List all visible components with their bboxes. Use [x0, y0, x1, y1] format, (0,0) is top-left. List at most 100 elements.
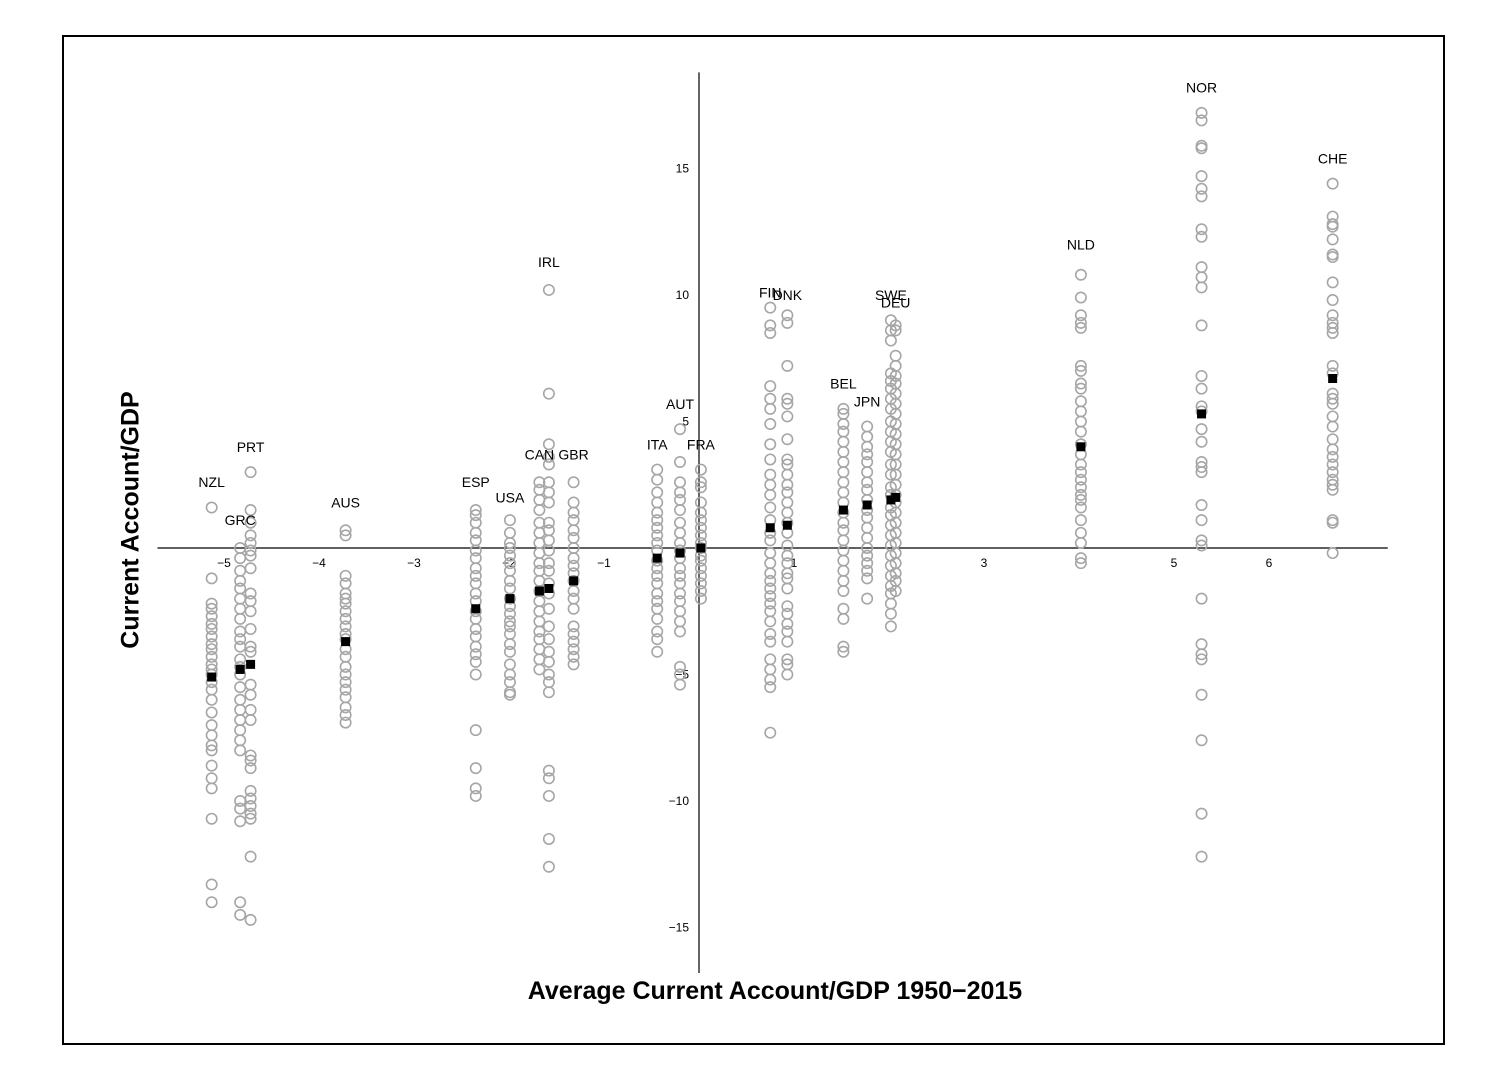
observation-point-fin — [764, 478, 777, 491]
observation-point-ita — [651, 577, 664, 590]
country-label-fra: FRA — [687, 436, 716, 452]
observation-point-dnk — [781, 309, 794, 322]
observation-point-grc — [234, 908, 247, 921]
observation-point-aut — [673, 577, 686, 590]
observation-point-aut — [673, 526, 686, 539]
observation-point-dnk — [781, 653, 794, 666]
observation-point-fin — [764, 605, 777, 618]
observation-point-esp — [469, 526, 482, 539]
observation-point-esp — [469, 552, 482, 565]
observation-point-deu — [889, 359, 902, 372]
observation-point-aus — [339, 701, 352, 714]
observation-point-esp — [469, 544, 482, 557]
observation-point-irl — [542, 544, 555, 557]
x-axis-label: Average Current Account/GDP 1950−2015 — [527, 977, 1023, 1005]
observation-point-nor — [1195, 850, 1208, 863]
country-label-che: CHE — [1318, 150, 1348, 166]
observation-point-aut — [673, 536, 686, 549]
country-label-dnk: DNK — [773, 287, 803, 303]
observation-point-bel — [837, 402, 850, 415]
observation-point-che — [1326, 397, 1339, 410]
observation-point-nor — [1195, 592, 1208, 605]
observation-point-jpn — [861, 531, 874, 544]
observation-point-nor — [1195, 182, 1208, 195]
observation-point-can — [533, 625, 546, 638]
country-label-bel: BEL — [830, 376, 857, 392]
observation-point-esp — [469, 509, 482, 522]
observation-point-jpn — [861, 572, 874, 585]
observation-point-nzl — [205, 622, 218, 635]
observation-point-ita — [651, 612, 664, 625]
observation-point-irl — [542, 645, 555, 658]
observation-point-nld — [1074, 536, 1087, 549]
observation-point-gbr — [567, 524, 580, 537]
observation-point-ita — [651, 595, 664, 608]
observation-point-fin — [764, 488, 777, 501]
observation-point-prt — [244, 850, 257, 863]
observation-point-fin — [764, 567, 777, 580]
observation-point-irl — [542, 832, 555, 845]
observation-point-aus — [339, 597, 352, 610]
observation-point-bel — [837, 585, 850, 598]
country-label-aus: AUS — [331, 494, 360, 510]
mean-marker-nzl — [207, 672, 217, 682]
observation-point-aus — [339, 524, 352, 537]
observation-point-nld — [1074, 514, 1087, 527]
observation-point-nzl — [205, 719, 218, 732]
observation-point-usa — [503, 658, 516, 671]
observation-point-nor — [1195, 653, 1208, 666]
observation-point-che — [1326, 483, 1339, 496]
observation-point-nzl — [205, 693, 218, 706]
observation-point-che — [1326, 294, 1339, 307]
observation-point-gbr — [567, 552, 580, 565]
observation-point-grc — [234, 640, 247, 653]
observation-point-fin — [764, 301, 777, 314]
observation-point-nor — [1195, 539, 1208, 552]
observation-point-aus — [339, 683, 352, 696]
observation-point-fin — [764, 438, 777, 451]
y-tick-label: 10 — [676, 288, 690, 302]
observation-point-ita — [651, 645, 664, 658]
observation-point-irl — [542, 450, 555, 463]
observation-point-fin — [764, 534, 777, 547]
observation-point-nzl — [205, 572, 218, 585]
observation-point-nld — [1074, 488, 1087, 501]
observation-point-nld — [1074, 377, 1087, 390]
country-label-irl: IRL — [538, 254, 560, 270]
observation-point-irl — [542, 676, 555, 689]
observation-point-nzl — [205, 630, 218, 643]
observation-point-gbr — [567, 506, 580, 519]
observation-point-irl — [542, 602, 555, 615]
observation-point-prt — [244, 536, 257, 549]
observation-point-grc — [234, 564, 247, 577]
observation-point-deu — [889, 319, 902, 332]
observation-point-gbr — [567, 628, 580, 641]
observation-point-nzl — [205, 683, 218, 696]
observation-point-prt — [244, 749, 257, 762]
observation-point-gbr — [567, 496, 580, 509]
observation-point-esp — [469, 724, 482, 737]
observation-point-dnk — [781, 549, 794, 562]
observation-point-aus — [339, 668, 352, 681]
observation-point-fin — [764, 673, 777, 686]
observation-point-irl — [542, 564, 555, 577]
observation-point-aus — [339, 650, 352, 663]
observation-point-nzl — [205, 706, 218, 719]
observation-point-che — [1326, 309, 1339, 322]
observation-point-fin — [764, 653, 777, 666]
observation-point-che — [1326, 478, 1339, 491]
observation-point-aus — [339, 605, 352, 618]
observation-point-fra — [694, 476, 707, 489]
observation-point-nld — [1074, 481, 1087, 494]
observation-point-nor — [1195, 170, 1208, 183]
observation-point-gbr — [567, 531, 580, 544]
observation-point-fra — [694, 569, 707, 582]
observation-point-aus — [339, 529, 352, 542]
observation-point-gbr — [567, 658, 580, 671]
observation-point-ita — [651, 587, 664, 600]
observation-point-irl — [542, 524, 555, 537]
observation-point-esp — [469, 562, 482, 575]
observation-point-grc — [234, 693, 247, 706]
observation-point-jpn — [861, 448, 874, 461]
